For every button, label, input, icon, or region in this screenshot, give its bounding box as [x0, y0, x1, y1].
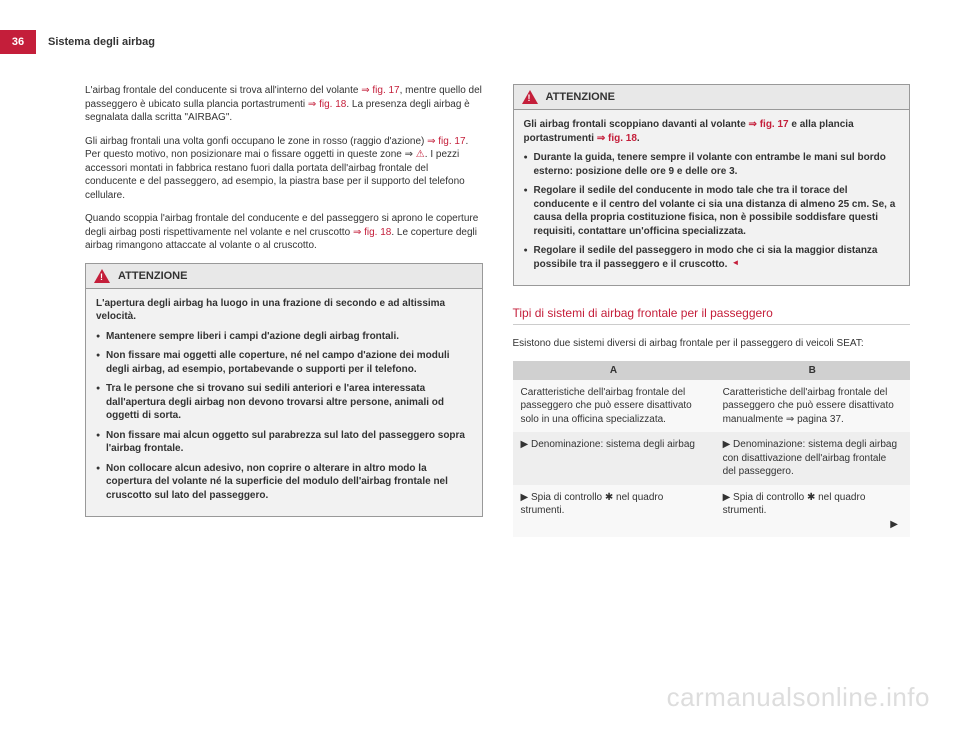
section-intro: Esistono due sistemi diversi di airbag f…	[513, 337, 911, 351]
warning-triangle-icon	[94, 269, 110, 283]
table-cell: ▶ Denominazione: sistema degli airbag	[513, 432, 715, 485]
paragraph-3: Quando scoppia l'airbag frontale del con…	[85, 212, 483, 253]
warning-bullet: Regolare il sedile del conducente in mod…	[524, 184, 900, 238]
warning-body: L'apertura degli airbag ha luogo in una …	[86, 289, 482, 517]
table-cell: ▶ Spia di controllo ✱ nel quadro strumen…	[715, 485, 910, 538]
warning-bullet: Non collocare alcun adesivo, non coprire…	[96, 462, 472, 503]
right-column: ATTENZIONE Gli airbag frontali scoppiano…	[513, 84, 911, 537]
warning-title: ATTENZIONE	[546, 91, 615, 103]
fig-ref: ⇒ fig. 17	[749, 119, 789, 130]
table-cell: ▶ Spia di controllo ✱ nel quadro strumen…	[513, 485, 715, 538]
left-column: L'airbag frontale del conducente si trov…	[85, 84, 483, 537]
warning-header: ATTENZIONE	[86, 264, 482, 289]
characteristics-table: A B Caratteristiche dell'airbag frontale…	[513, 361, 911, 538]
watermark: carmanualsonline.info	[667, 682, 930, 713]
table-header: B	[715, 361, 910, 380]
warning-body: Gli airbag frontali scoppiano davanti al…	[514, 110, 910, 285]
warning-bullet: Non fissare mai alcun oggetto sul parabr…	[96, 429, 472, 456]
continue-arrow-icon: ▶	[723, 518, 902, 532]
paragraph-2: Gli airbag frontali una volta gonfi occu…	[85, 135, 483, 203]
table-header-row: A B	[513, 361, 911, 380]
paragraph-1: L'airbag frontale del conducente si trov…	[85, 84, 483, 125]
table-cell: Caratteristiche dell'airbag frontale del…	[715, 380, 910, 433]
table-row: ▶ Denominazione: sistema degli airbag ▶ …	[513, 432, 911, 485]
table-cell: ▶ Denominazione: sistema degli airbag co…	[715, 432, 910, 485]
warning-intro: L'apertura degli airbag ha luogo in una …	[96, 297, 472, 324]
warning-bullet: Tra le persone che si trovano sui sedili…	[96, 382, 472, 423]
warning-bullet: Durante la guida, tenere sempre il volan…	[524, 151, 900, 178]
warning-bullet: Mantenere sempre liberi i campi d'azione…	[96, 330, 472, 344]
table-row: Caratteristiche dell'airbag frontale del…	[513, 380, 911, 433]
fig-ref: ⇒ fig. 18	[308, 99, 346, 110]
content-area: L'airbag frontale del conducente si trov…	[0, 54, 960, 557]
page-number: 36	[0, 30, 36, 54]
fig-ref: ⇒ fig. 18	[597, 133, 637, 144]
section-heading: Tipi di sistemi di airbag frontale per i…	[513, 306, 911, 325]
warning-box-1: ATTENZIONE L'apertura degli airbag ha lu…	[85, 263, 483, 518]
fig-ref: ⇒ fig. 18	[353, 227, 391, 238]
page-header: 36 Sistema degli airbag	[0, 30, 960, 54]
warning-bullet: Non fissare mai oggetti alle coperture, …	[96, 349, 472, 376]
end-mark-icon: ◄	[731, 258, 739, 267]
fig-ref: ⇒ fig. 17	[361, 85, 399, 96]
warning-triangle-icon	[522, 90, 538, 104]
table-cell: Caratteristiche dell'airbag frontale del…	[513, 380, 715, 433]
warning-header: ATTENZIONE	[514, 85, 910, 110]
fig-ref: ⇒ fig. 17	[427, 136, 465, 147]
warning-box-2: ATTENZIONE Gli airbag frontali scoppiano…	[513, 84, 911, 286]
table-row: ▶ Spia di controllo ✱ nel quadro strumen…	[513, 485, 911, 538]
warning-bullets: Mantenere sempre liberi i campi d'azione…	[96, 330, 472, 503]
warning-bullets: Durante la guida, tenere sempre il volan…	[524, 151, 900, 271]
warning-bullet: Regolare il sedile del passeggero in mod…	[524, 244, 900, 271]
warning-line: Gli airbag frontali scoppiano davanti al…	[524, 118, 900, 145]
warning-triangle-icon: ⚠	[416, 149, 425, 160]
table-header: A	[513, 361, 715, 380]
warning-title: ATTENZIONE	[118, 270, 187, 282]
chapter-title: Sistema degli airbag	[36, 30, 167, 54]
